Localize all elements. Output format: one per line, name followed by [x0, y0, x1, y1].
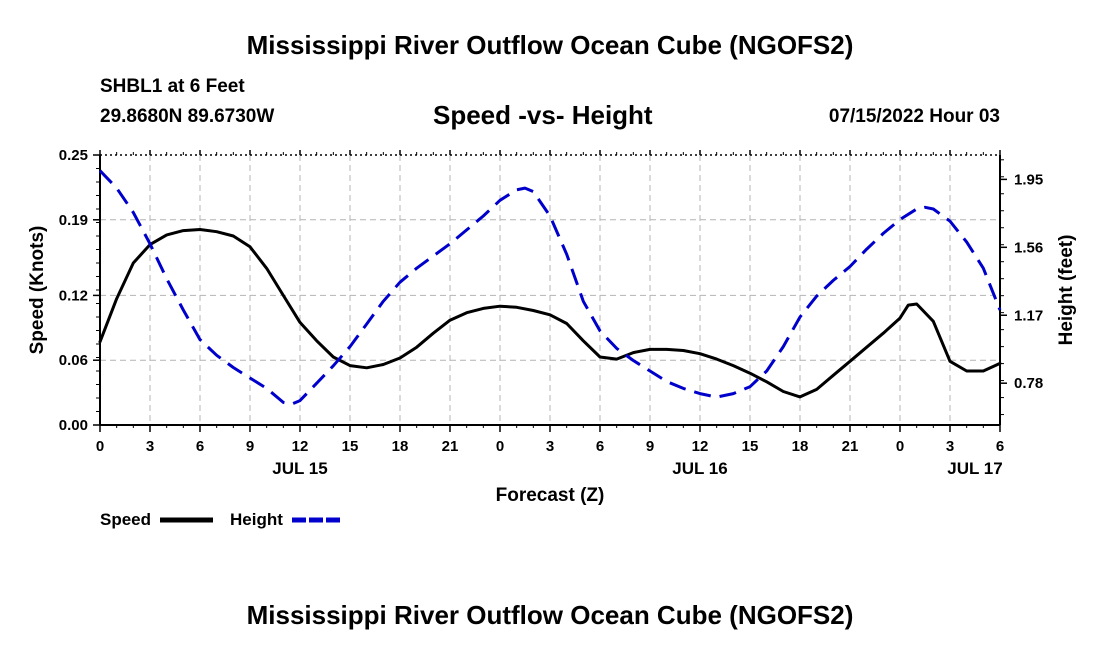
x-tick-label: 0: [896, 438, 904, 455]
x-tick-label: 0: [496, 438, 504, 455]
y-tick-label: 0.25: [59, 147, 88, 164]
x-tick-label: 9: [646, 438, 654, 455]
chart-subtitle: Speed -vs- Height: [433, 100, 653, 130]
height-series-line: [98, 169, 1002, 406]
x-tick-label: 9: [246, 438, 254, 455]
y2-tick-label: 0.78: [1014, 375, 1043, 392]
y2-axis-title: Height (feet): [1056, 235, 1077, 346]
x-tick-label: 0: [96, 438, 104, 455]
x-tick-label: 21: [442, 438, 459, 455]
x-tick-label: 15: [342, 438, 359, 455]
date-label: JUL 17: [947, 459, 1002, 478]
y-tick-label: 0.12: [59, 287, 88, 304]
x-tick-label: 18: [392, 438, 409, 455]
series-lines: [98, 169, 1002, 406]
x-tick-label: 18: [792, 438, 809, 455]
x-tick-label: 6: [596, 438, 604, 455]
x-tick-label: 6: [196, 438, 204, 455]
legend-label-speed: Speed: [100, 510, 151, 529]
grid-lines: [100, 155, 1000, 425]
y-tick-label: 0.06: [59, 352, 88, 369]
x-tick-label: 3: [546, 438, 554, 455]
y-axis-title: Speed (Knots): [27, 226, 48, 355]
y2-tick-label: 1.95: [1014, 171, 1043, 188]
x-tick-label: 3: [146, 438, 154, 455]
y-tick-label: 0.00: [59, 417, 88, 434]
second-chart-title: Mississippi River Outflow Ocean Cube (NG…: [246, 600, 854, 630]
x-tick-label: 6: [996, 438, 1004, 455]
axes: [93, 150, 1007, 432]
y2-tick-label: 1.56: [1014, 239, 1043, 256]
x-axis-title: Forecast (Z): [496, 485, 605, 506]
date-label: JUL 16: [672, 459, 727, 478]
axis-labels: 0 3 6 9 12 15 18 21 0 3 6 9 12 15 18 21 0 3 6 0.00 0.06 0.12 0…: [27, 147, 1077, 506]
station-name: SHBL1 at 6 Feet: [100, 76, 245, 97]
date-label: JUL 15: [272, 459, 327, 478]
x-tick-label: 21: [842, 438, 859, 455]
x-tick-label: 12: [692, 438, 709, 455]
speed-series-line: [98, 228, 1002, 399]
forecast-timestamp: 07/15/2022 Hour 03: [828, 106, 1000, 127]
x-tick-label: 3: [946, 438, 954, 455]
y2-tick-label: 1.17: [1014, 307, 1043, 324]
x-tick-label: 12: [292, 438, 309, 455]
x-tick-label: 15: [742, 438, 759, 455]
station-coordinates: 29.8680N 89.6730W: [100, 106, 275, 127]
chart-main-title: Mississippi River Outflow Ocean Cube (NG…: [246, 30, 854, 60]
legend: Speed Height: [100, 510, 343, 529]
y-tick-label: 0.19: [59, 212, 88, 229]
legend-label-height: Height: [230, 510, 283, 529]
